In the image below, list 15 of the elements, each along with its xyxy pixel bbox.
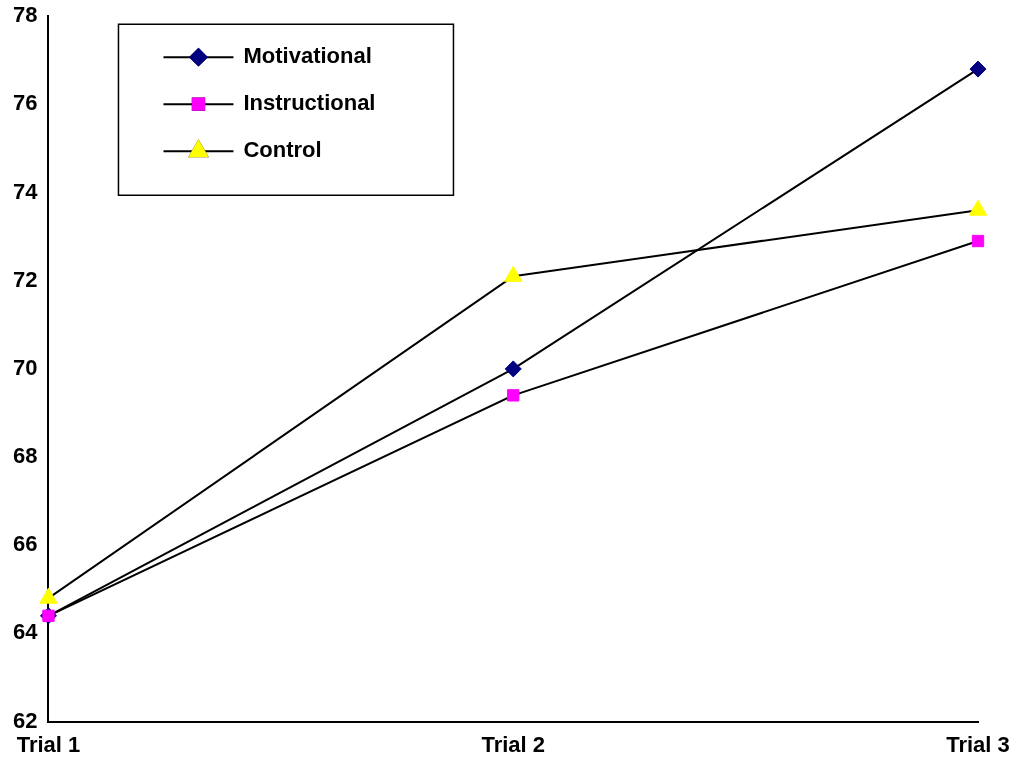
y-tick-label: 66 bbox=[12, 531, 38, 557]
y-tick-label: 68 bbox=[12, 443, 38, 469]
y-tick-label: 64 bbox=[12, 619, 39, 645]
y-tick-label: 76 bbox=[12, 90, 38, 116]
legend-label: Control bbox=[243, 137, 322, 163]
x-tick-label: Trial 3 bbox=[946, 731, 1010, 757]
y-tick-label: 70 bbox=[12, 354, 38, 380]
x-tick-label: Trial 1 bbox=[16, 731, 81, 757]
y-tick-label: 72 bbox=[12, 266, 38, 292]
y-tick-label: 62 bbox=[12, 707, 38, 733]
x-tick-label: Trial 2 bbox=[481, 731, 546, 757]
legend-label: Instructional bbox=[243, 90, 376, 116]
y-tick-label: 78 bbox=[12, 2, 38, 28]
legend-label: Motivational bbox=[243, 43, 372, 69]
y-tick-label: 74 bbox=[12, 178, 39, 204]
